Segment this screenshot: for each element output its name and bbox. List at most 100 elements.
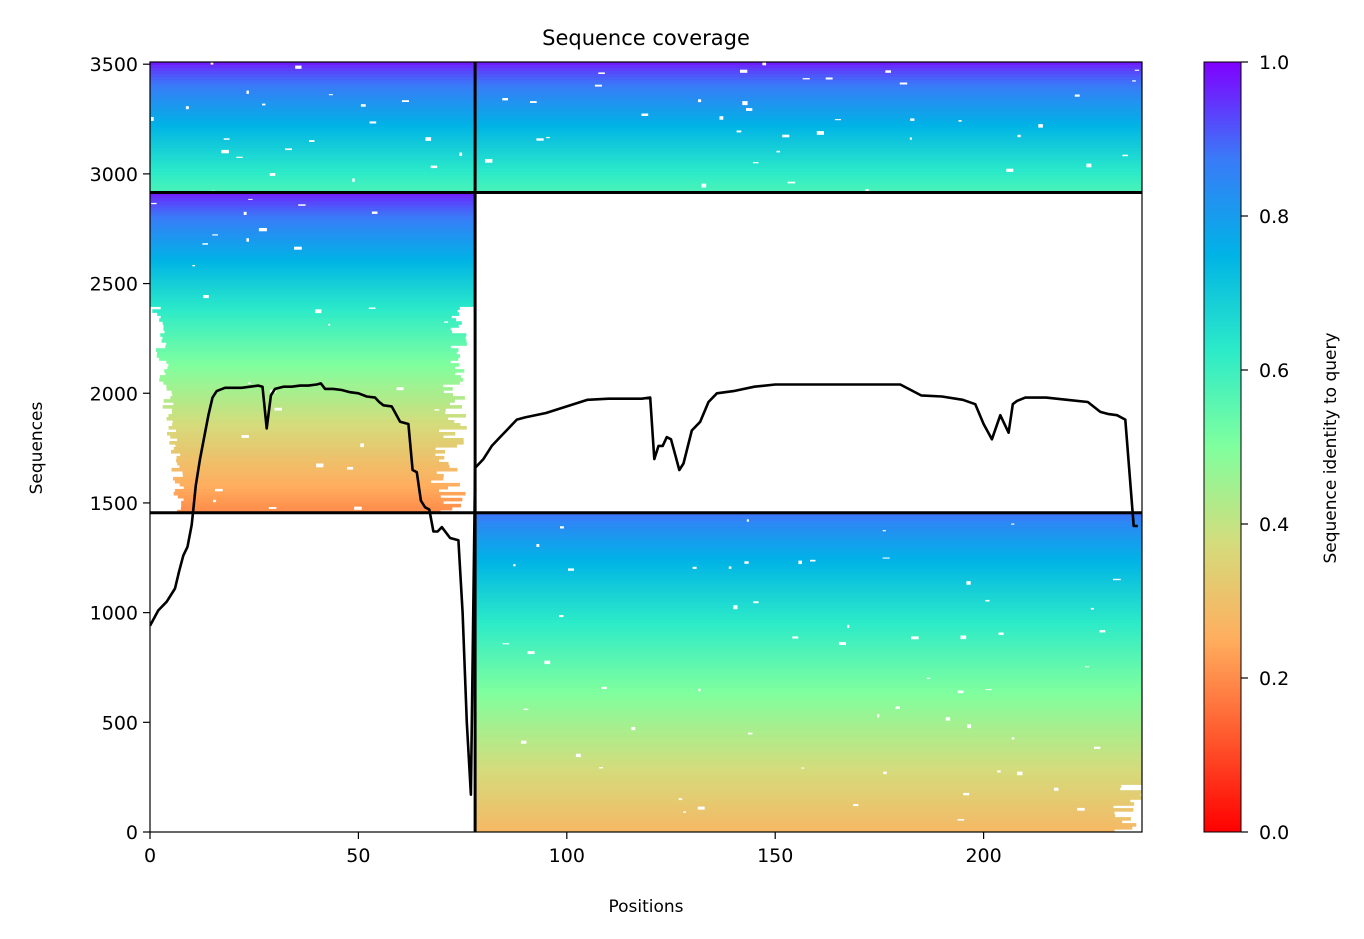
heatmap-band	[475, 721, 1142, 726]
heatmap-band	[475, 709, 1142, 714]
heatmap-band	[475, 578, 1142, 582]
coverage-gap	[967, 724, 972, 729]
heatmap-band	[475, 670, 1142, 675]
heatmap-band	[150, 255, 476, 259]
heatmap-band	[166, 417, 449, 421]
coverage-gap	[825, 77, 833, 80]
heatmap-band	[150, 67, 1142, 72]
coverage-gap	[315, 309, 322, 314]
heatmap-band	[159, 375, 461, 379]
heatmap-band	[150, 285, 476, 289]
coverage-gap	[369, 121, 377, 124]
heatmap-band	[475, 515, 1142, 520]
heatmap-band	[475, 715, 1142, 720]
coverage-gap	[899, 82, 908, 85]
heatmap-band	[159, 378, 464, 382]
coverage-gap	[853, 804, 859, 807]
coverage-gap	[810, 559, 816, 562]
coverage-gap	[1011, 737, 1015, 740]
coverage-gap	[371, 211, 378, 214]
heatmap-band	[150, 174, 1142, 179]
heatmap-band	[171, 390, 444, 394]
heatmap-band	[182, 470, 437, 475]
coverage-gap	[877, 714, 880, 718]
heatmap-band	[183, 497, 463, 502]
heatmap-band	[475, 647, 1142, 651]
coverage-gap	[258, 228, 267, 232]
heatmap-band	[150, 76, 1142, 81]
heatmap-band	[475, 736, 1142, 741]
heatmap-band	[475, 611, 1142, 615]
heatmap-band	[159, 318, 457, 322]
coverage-gap	[782, 134, 790, 138]
coverage-gap	[985, 689, 992, 691]
y-axis: 0 500 1000 1500 2000 2500 3000 3500	[90, 54, 150, 844]
coverage-gap	[192, 265, 195, 267]
heatmap-band	[150, 100, 1142, 105]
coverage-gap	[210, 62, 214, 65]
coverage-gap	[1122, 154, 1128, 157]
coverage-gap	[268, 507, 277, 509]
colorbar-tick-label: 0.6	[1259, 360, 1289, 382]
coverage-gap	[834, 119, 841, 121]
coverage-gap	[360, 104, 366, 107]
coverage-gap	[513, 564, 516, 567]
x-axis: 0 50 100 150 200	[144, 832, 1002, 867]
chart-title: Sequence coverage	[542, 26, 750, 50]
heatmap-band	[150, 246, 476, 250]
heatmap-band	[150, 198, 476, 203]
heatmap-band	[475, 706, 1142, 711]
coverage-gap	[1006, 168, 1014, 172]
heatmap-band	[475, 575, 1142, 580]
heatmap-band	[475, 608, 1142, 612]
heatmap-band	[475, 760, 1142, 764]
heatmap-band	[150, 204, 476, 209]
heatmap-band	[150, 82, 1142, 87]
heatmap-band	[182, 473, 444, 478]
y-tick-label: 0	[126, 822, 138, 844]
heatmap-band	[150, 62, 1142, 66]
plot-frame	[149, 61, 1143, 833]
block-unpaired-chain-A	[150, 192, 476, 514]
heatmap-band	[168, 426, 467, 430]
coverage-gap	[151, 117, 154, 121]
colorbar-tick-label: 0.0	[1259, 822, 1289, 844]
heatmap-band	[150, 279, 476, 283]
heatmap-band	[475, 539, 1142, 544]
heatmap-band	[150, 288, 476, 292]
y-tick-label: 3000	[90, 164, 138, 186]
colorbar-tick-label: 0.4	[1259, 514, 1289, 536]
heatmap-band	[163, 327, 451, 331]
heatmap-band	[475, 796, 1142, 800]
coverage-gap	[1074, 94, 1080, 97]
heatmap-band	[162, 321, 462, 325]
coverage-gap	[153, 334, 161, 336]
heatmap-band	[171, 467, 458, 472]
coverage-gap	[801, 767, 805, 769]
heatmap-band	[475, 563, 1142, 568]
coverage-gap	[698, 99, 702, 103]
coverage-line-layer	[150, 382, 1138, 797]
heatmap-band	[171, 408, 446, 412]
heatmap-band	[156, 354, 461, 358]
heatmap-band	[177, 438, 464, 442]
heatmap-band	[150, 291, 476, 295]
heatmap-band	[150, 252, 476, 256]
coverage-gap	[1017, 134, 1021, 138]
coverage-gap	[719, 116, 724, 120]
heatmap-band	[150, 115, 1142, 119]
heatmap-band	[150, 133, 1142, 137]
heatmap-band	[475, 775, 1142, 779]
heatmap-band	[152, 309, 458, 313]
coverage-gap	[530, 101, 537, 103]
heatmap-band	[163, 381, 460, 385]
y-axis-label: Sequences	[27, 402, 47, 495]
heatmap-band	[176, 455, 445, 460]
coverage-gap	[683, 811, 686, 813]
coverage-gap	[274, 407, 282, 411]
y-tick-label: 2500	[90, 274, 138, 296]
heatmap-band	[475, 685, 1142, 690]
heatmap-band	[475, 826, 1133, 830]
heatmap-band	[150, 270, 476, 274]
coverage-gap	[787, 181, 796, 184]
